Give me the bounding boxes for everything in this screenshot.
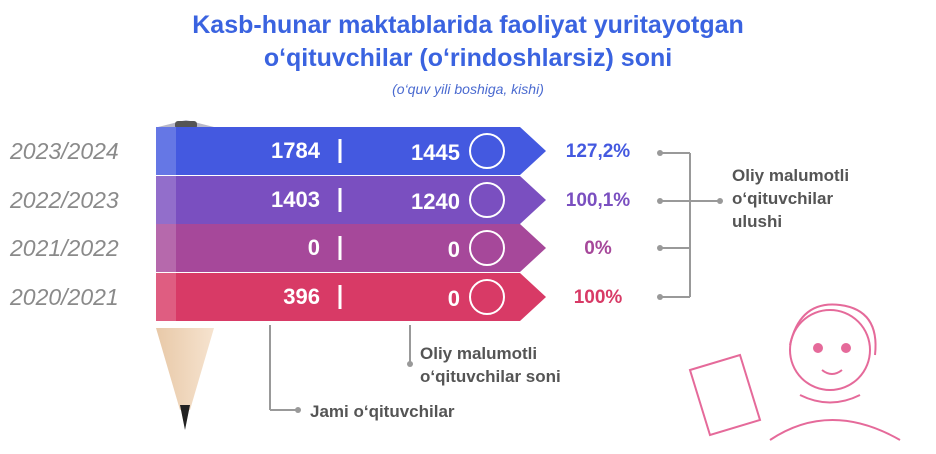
share-pie-outline xyxy=(469,230,505,266)
legend-share-line3: ulushi xyxy=(732,212,783,231)
chart-title-line2: o‘qituvchilar (o‘rindoshlarsiz) soni xyxy=(263,44,673,72)
higher-ed-value: 0 xyxy=(447,237,460,262)
row-bar xyxy=(156,273,546,321)
pencil-highlight xyxy=(156,224,176,272)
row-bar xyxy=(156,176,546,224)
share-pie-outline xyxy=(469,279,505,315)
higher-ed-value: 0 xyxy=(447,286,460,311)
chart-title-line1: Kasb-hunar maktablarida faoliyat yuritay… xyxy=(192,11,744,39)
share-value: 100% xyxy=(573,287,623,308)
pencil-highlight xyxy=(156,176,176,224)
pencil-highlight xyxy=(156,127,176,175)
total-value: 1784 xyxy=(271,138,320,163)
legend-share: Oliy malumotli o‘qituvchilar ulushi xyxy=(732,164,849,233)
legend-higher-line1: Oliy malumotli xyxy=(420,344,538,363)
year-label: 2020/2021 xyxy=(10,284,119,310)
share-pie-outline xyxy=(469,133,505,169)
pencil-lead xyxy=(180,405,190,430)
year-label: 2023/2024 xyxy=(10,138,119,164)
total-value: 0 xyxy=(307,235,320,260)
share-value: 0% xyxy=(584,238,612,259)
share-pie-outline xyxy=(469,182,505,218)
chart-subtitle: (o‘quv yili boshiga, kishi) xyxy=(392,81,544,97)
share-value: 127,2% xyxy=(565,141,631,162)
total-value: 396 xyxy=(283,284,320,309)
higher-ed-value: 1445 xyxy=(411,140,460,165)
pencil-highlight xyxy=(156,273,176,321)
share-value: 100,1% xyxy=(565,190,631,211)
legend-share-line2: o‘qituvchilar xyxy=(732,189,834,208)
legend-share-line1: Oliy malumotli xyxy=(732,166,850,185)
legend-total: Jami o‘qituvchilar xyxy=(310,402,455,421)
pencil-wood-tip xyxy=(156,328,214,410)
year-label: 2022/2023 xyxy=(10,187,119,213)
total-value: 1403 xyxy=(271,187,320,212)
year-label: 2021/2022 xyxy=(10,235,119,261)
higher-ed-value: 1240 xyxy=(411,189,460,214)
legend-higher-line2: o‘qituvchilar soni xyxy=(420,367,561,386)
row-bar xyxy=(156,224,546,272)
legend-higher-ed: Oliy malumotli o‘qituvchilar soni xyxy=(420,342,561,388)
row-bar xyxy=(156,127,546,175)
teacher-illustration xyxy=(688,303,901,441)
